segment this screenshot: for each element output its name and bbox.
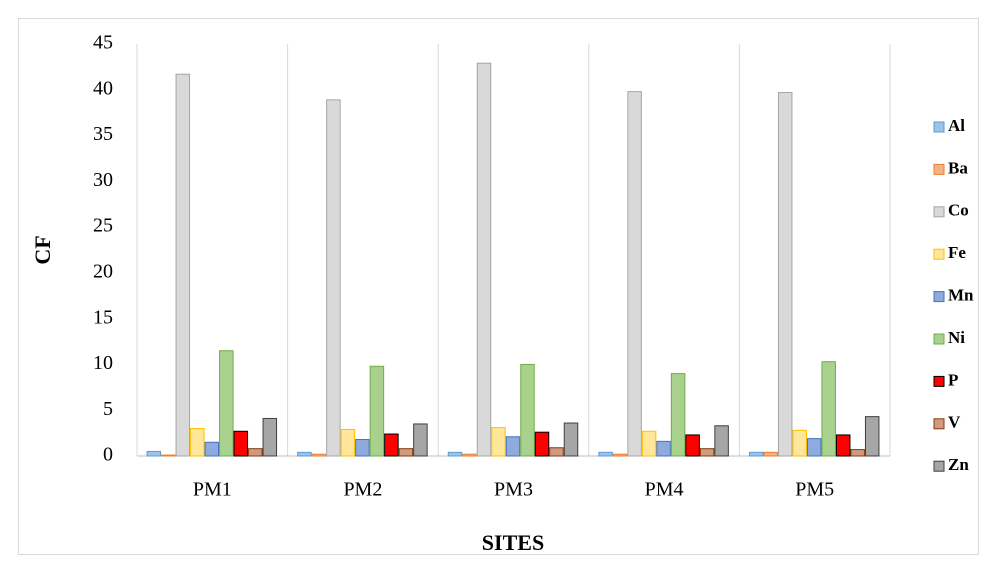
bar [161, 454, 176, 457]
bar [534, 431, 550, 457]
legend-swatch [933, 163, 945, 175]
bar [699, 448, 715, 457]
bar [233, 430, 249, 457]
y-tick-label: 10 [93, 352, 113, 374]
bar [748, 451, 764, 457]
x-tick-label: PM1 [193, 479, 232, 501]
legend-swatch [933, 291, 945, 303]
bar [248, 448, 263, 457]
bar [462, 453, 477, 457]
legend-label: Zn [948, 455, 969, 474]
y-tick-label: 40 [93, 77, 113, 99]
x-tick-label: PM4 [645, 479, 684, 501]
bar [598, 451, 613, 457]
bar [326, 99, 341, 457]
x-axis-title: SITES [482, 530, 544, 555]
legend-swatch [933, 248, 945, 260]
legend-label: Al [948, 116, 965, 135]
x-tick-label: PM2 [343, 479, 382, 501]
bar [311, 453, 327, 457]
legend-label: Ni [948, 328, 965, 347]
y-tick-label: 5 [103, 398, 113, 420]
x-tick-label: PM5 [795, 479, 834, 501]
bar [340, 428, 356, 457]
legend-label: Mn [948, 286, 974, 305]
bar [612, 453, 628, 457]
bar [792, 429, 807, 457]
y-tick-label: 30 [93, 169, 113, 191]
legend-swatch [933, 418, 945, 430]
x-tick-label: PM3 [494, 479, 533, 501]
bar [491, 427, 506, 457]
bar [520, 363, 535, 457]
bar [821, 361, 836, 457]
chart-frame [18, 18, 979, 555]
bar [262, 417, 278, 457]
legend-swatch [933, 460, 945, 472]
legend-label: Co [948, 201, 969, 220]
legend-label: Fe [948, 243, 966, 262]
y-tick-label: 15 [93, 306, 113, 328]
bar [447, 451, 463, 457]
bar [190, 428, 205, 457]
bar [146, 450, 162, 457]
bar [685, 434, 700, 457]
bar [355, 439, 370, 457]
bar [714, 425, 729, 457]
bar [369, 365, 385, 457]
bar [398, 448, 414, 457]
bar [670, 373, 686, 457]
legend-swatch [933, 333, 945, 345]
bar [656, 440, 671, 457]
legend-swatch [933, 121, 945, 133]
bar [763, 451, 778, 457]
bar [297, 451, 312, 457]
bar [549, 447, 564, 457]
bar [864, 416, 880, 457]
legend-swatch [933, 206, 945, 218]
bar [641, 430, 657, 457]
y-tick-label: 35 [93, 123, 113, 145]
bar [627, 91, 642, 457]
bar [835, 434, 851, 457]
y-axis-title: CF [30, 235, 55, 264]
bar [219, 350, 234, 457]
bar [777, 92, 793, 457]
bar [204, 441, 220, 457]
bar [806, 438, 822, 457]
bar [384, 433, 399, 457]
bar [413, 423, 428, 457]
y-tick-label: 20 [93, 260, 113, 282]
legend-label: V [948, 413, 961, 432]
legend-swatch [933, 375, 945, 387]
legend-label: Ba [948, 158, 968, 177]
bar [476, 62, 492, 457]
y-tick-label: 45 [93, 32, 113, 54]
legend-label: P [948, 370, 958, 389]
bar [850, 449, 865, 457]
bar [175, 73, 191, 457]
y-tick-label: 25 [93, 215, 113, 237]
bar [563, 422, 579, 457]
y-tick-label: 0 [103, 444, 113, 466]
bar [505, 436, 521, 457]
